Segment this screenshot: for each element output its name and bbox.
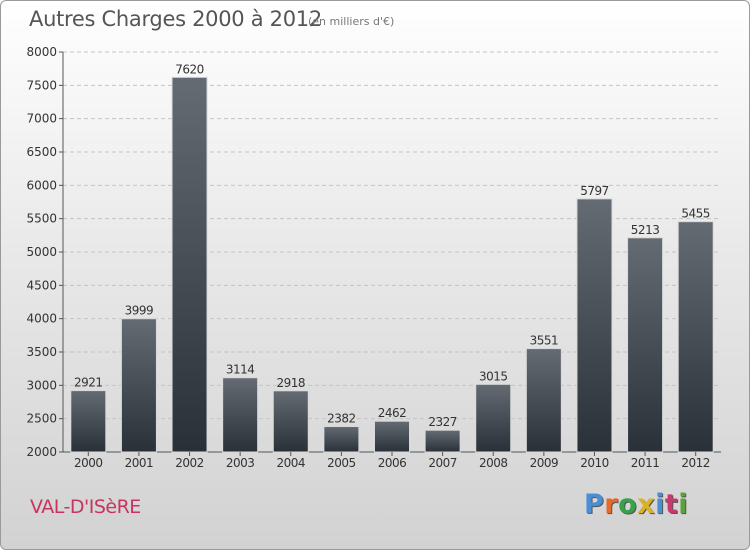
y-tick-label: 5000 <box>26 245 57 259</box>
y-tick-label: 7000 <box>26 112 57 126</box>
y-tick-label: 8000 <box>26 45 57 59</box>
x-tick-label: 2012 <box>681 456 710 470</box>
logo-letter: P <box>584 489 605 520</box>
y-tick-label: 3500 <box>26 345 57 359</box>
y-tick-label: 3000 <box>26 378 57 392</box>
chart-subtitle: (en milliers d'€) <box>308 15 395 28</box>
bar <box>222 377 259 453</box>
x-tick-label: 2007 <box>428 456 457 470</box>
data-label: 7620 <box>175 62 204 76</box>
y-tick-label: 2000 <box>26 445 57 459</box>
y-tick-label: 6000 <box>26 178 57 192</box>
data-label: 2327 <box>428 415 457 429</box>
chart-title: Autres Charges 2000 à 2012 <box>29 7 322 31</box>
y-tick-label: 7500 <box>26 78 57 92</box>
bar <box>677 221 714 453</box>
logo-letter: o <box>618 489 638 520</box>
y-tick-label: 5500 <box>26 212 57 226</box>
y-tick-label: 6500 <box>26 145 57 159</box>
bar <box>424 429 461 453</box>
data-label: 2382 <box>327 412 356 426</box>
data-label: 5797 <box>580 184 609 198</box>
x-tick-label: 2004 <box>276 456 305 470</box>
place-name: VAL-D'ISèRE <box>30 496 141 518</box>
x-tick-label: 2003 <box>226 456 255 470</box>
data-label: 5213 <box>631 223 660 237</box>
data-label: 2921 <box>74 376 103 390</box>
logo-letter: r <box>604 489 619 520</box>
x-tick-label: 2008 <box>479 456 508 470</box>
data-label: 3551 <box>530 334 559 348</box>
bar <box>576 198 613 453</box>
y-tick-label: 4500 <box>26 278 57 292</box>
bar <box>323 426 360 453</box>
x-tick-label: 2006 <box>378 456 407 470</box>
data-label: 2918 <box>276 376 305 390</box>
logo-letter: t <box>664 489 679 520</box>
y-tick-label: 4000 <box>26 312 57 326</box>
x-tick-label: 2009 <box>530 456 559 470</box>
bar <box>171 76 208 453</box>
proxiti-logo[interactable]: Proxiti <box>584 489 688 520</box>
bar <box>120 318 157 453</box>
x-tick-label: 2010 <box>580 456 609 470</box>
x-tick-label: 2002 <box>175 456 204 470</box>
bar <box>627 237 664 453</box>
x-tick-label: 2001 <box>125 456 154 470</box>
data-label: 3999 <box>125 304 154 318</box>
bar <box>272 390 309 453</box>
bar <box>525 348 562 453</box>
data-label: 3114 <box>226 363 255 377</box>
x-tick-label: 2011 <box>631 456 660 470</box>
data-label: 2462 <box>378 406 407 420</box>
logo-letter: i <box>678 489 689 520</box>
bar <box>70 390 107 453</box>
bar <box>374 420 410 453</box>
logo-letter: i <box>655 489 665 520</box>
y-tick-label: 2500 <box>26 412 57 426</box>
data-label: 3015 <box>479 369 508 383</box>
data-label: 5455 <box>681 207 710 221</box>
x-tick-label: 2005 <box>327 456 356 470</box>
logo-letter: x <box>637 489 656 520</box>
bar <box>475 383 512 453</box>
x-tick-label: 2000 <box>74 456 103 470</box>
